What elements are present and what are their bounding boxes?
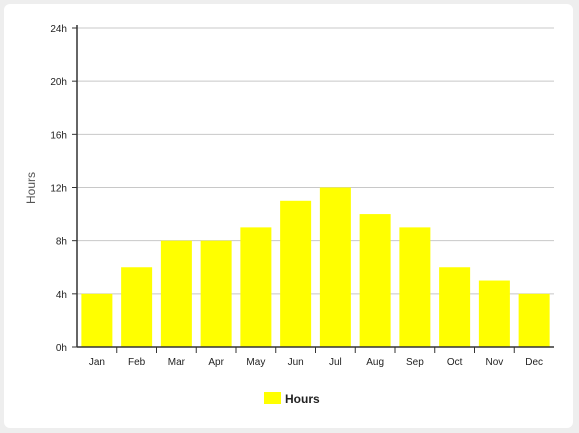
y-axis-title: Hours bbox=[24, 172, 38, 204]
legend-label: Hours bbox=[285, 392, 320, 406]
x-tick-label: Feb bbox=[128, 357, 146, 368]
x-tick-label: Jul bbox=[329, 357, 342, 368]
x-tick-label: Jun bbox=[288, 357, 304, 368]
x-tick-labels: Jan Feb Mar Apr May Jun Jul Aug Sep Oct Nov Dec bbox=[89, 357, 543, 368]
bar bbox=[399, 227, 431, 347]
bar bbox=[280, 200, 312, 347]
y-tick-label: 20h bbox=[50, 77, 67, 88]
bar bbox=[518, 293, 550, 347]
gridlines bbox=[72, 27, 554, 348]
bar bbox=[359, 214, 391, 347]
x-tick-label: Oct bbox=[447, 357, 463, 368]
bar bbox=[200, 240, 232, 347]
bar bbox=[478, 280, 510, 347]
bar bbox=[160, 240, 192, 347]
y-tick-label: 4h bbox=[56, 290, 67, 301]
bar bbox=[81, 293, 113, 347]
y-tick-label: 8h bbox=[56, 237, 67, 248]
x-tick-label: Sep bbox=[406, 357, 424, 368]
x-tick-label: May bbox=[246, 357, 265, 368]
x-tick-label: Nov bbox=[485, 357, 503, 368]
y-tick-label: 12h bbox=[50, 184, 67, 195]
x-tick-label: Apr bbox=[208, 357, 224, 368]
x-tick-label: Aug bbox=[366, 357, 384, 368]
bar bbox=[121, 267, 153, 347]
x-tick-label: Dec bbox=[525, 357, 543, 368]
y-tick-label: 16h bbox=[50, 130, 67, 141]
legend-swatch bbox=[264, 392, 281, 404]
x-tick-label: Jan bbox=[89, 357, 105, 368]
legend[interactable]: Hours bbox=[264, 392, 320, 406]
bar bbox=[319, 187, 351, 347]
bar bbox=[240, 227, 272, 347]
bar bbox=[439, 267, 471, 347]
bars bbox=[81, 187, 550, 347]
x-tick-label: Mar bbox=[168, 357, 186, 368]
y-tick-label: 0h bbox=[56, 343, 67, 354]
y-tick-label: 24h bbox=[50, 24, 67, 35]
y-tick-labels: 0h 4h 8h 12h 16h 20h 24h bbox=[50, 24, 67, 354]
axes bbox=[76, 25, 554, 353]
